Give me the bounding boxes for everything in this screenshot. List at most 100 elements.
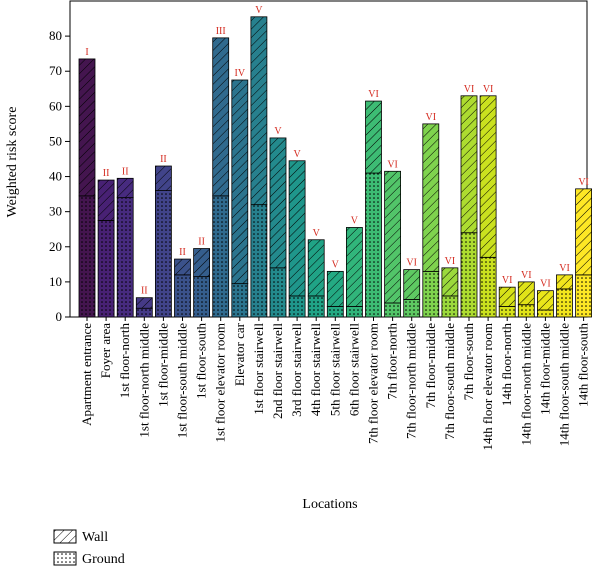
risk-class-label: II [141,286,148,297]
bar-ground-pattern [556,288,573,317]
x-category-label: 7th floor-south [461,323,476,401]
bar-ground-pattern [289,295,306,317]
bar-ground-pattern [384,302,401,317]
risk-class-label: V [332,259,340,270]
bar-ground-pattern [575,274,592,317]
bar-wall-pattern [422,123,439,272]
risk-class-label: VI [464,84,475,95]
x-category-label: 5th floor stairwell [327,323,342,417]
bar-ground-pattern [346,306,363,317]
bar-wall-pattern [575,188,592,275]
plot-frame [69,0,588,318]
bar-wall-pattern [384,171,401,303]
y-tick-label: 80 [49,28,62,43]
legend-label: Ground [82,552,125,567]
risk-class-label: VI [521,270,532,281]
risk-class-label: VI [406,258,417,269]
x-category-label: 14th floor-north middle [518,323,533,446]
bar-wall-pattern [346,227,363,307]
bar-ground-pattern [193,276,210,317]
x-category-label: 7th floor-north middle [404,323,419,439]
bar-wall-pattern [117,178,134,198]
y-tick-label: 30 [49,204,62,219]
risk-class-label: II [103,168,110,179]
bar-ground-pattern [480,257,497,317]
risk-class-label: VI [445,256,456,267]
y-tick-label: 10 [49,274,62,289]
bar-ground-pattern [365,173,382,317]
risk-class-label: VI [578,177,589,188]
risk-class-label: VI [559,263,570,274]
bar-wall-pattern [136,297,153,309]
x-category-label: 14th floor-north [499,323,514,407]
risk-class-label: V [351,215,359,226]
risk-class-label: VI [483,84,494,95]
bar-ground-pattern [155,190,172,317]
x-category-label: 1st floor-middle [155,323,170,407]
bar-wall-pattern [79,58,95,196]
bar-wall-pattern [270,137,286,268]
bar-wall-pattern [441,267,458,296]
y-tick-label: 60 [49,98,62,113]
bar-wall-pattern [98,180,115,221]
legend-label: Wall [82,530,108,545]
bar-ground-pattern [518,304,535,317]
bar-ground-pattern [117,197,134,317]
x-axis-title: Locations [302,497,357,512]
risk-class-label: VI [502,275,513,286]
risk-class-label: V [293,149,301,160]
risk-class-label: III [216,26,226,37]
risk-class-label: IV [235,68,246,79]
bar-ground-pattern [231,283,248,317]
bar-wall-pattern [155,166,172,191]
x-category-label: Elevator car [232,322,247,386]
bar-ground-pattern [403,299,420,317]
bar-ground-pattern [327,306,344,317]
bar-ground-pattern [174,274,191,317]
risk-class-label: II [179,247,186,258]
bar-ground-pattern [461,232,477,317]
x-category-label: 2nd floor stairwell [270,323,285,419]
x-category-label: 7th floor elevator room [366,323,381,444]
x-category-label: 7th floor-middle [423,323,438,409]
risk-class-label: VI [387,159,398,170]
bar-wall-pattern [212,37,229,196]
x-category-label: 7th floor-south middle [442,323,457,440]
x-category-label: 4th floor stairwell [308,323,323,417]
legend: Wall Ground [53,529,125,567]
y-tick-label: 0 [56,309,63,324]
bar-ground-pattern [270,267,286,317]
y-tick-label: 20 [49,239,62,254]
risk-class-label: VI [368,89,379,100]
x-category-label: 7th floor-north [385,323,400,400]
legend-swatch-pattern [54,552,76,565]
bar-ground-pattern [422,271,439,317]
bar-wall-pattern [327,271,344,307]
risk-class-label: V [313,228,321,239]
bar-wall-pattern [480,95,497,258]
x-category-label: 6th floor stairwell [346,323,361,417]
bar-ground-pattern [308,295,325,317]
bar-wall-pattern [518,281,535,305]
x-category-label: 1st floor-south [194,323,209,399]
legend-swatch-pattern [54,530,76,543]
risk-class-label: II [198,237,205,248]
risk-class-label: II [122,166,129,177]
y-tick-label: 50 [49,133,62,148]
bar-ground-pattern [136,308,153,317]
bar-ground-pattern [537,309,554,317]
bar-ground-pattern [79,195,95,317]
x-category-label: Apartment entrance [79,323,94,426]
risk-class-label: I [85,47,88,58]
bar-wall-pattern [537,290,554,310]
y-axis-title: Weighted risk score [5,107,20,218]
bar-ground-pattern [499,306,516,317]
x-category-label: 14th floor elevator room [480,323,495,450]
x-category-label: 14th floor-south [576,323,591,407]
bar-wall-pattern [403,269,420,300]
x-category-label: 1st floor-north middle [136,323,151,438]
risk-class-label: V [274,126,282,137]
bar-wall-pattern [250,16,267,205]
bar-wall-pattern [231,80,248,284]
